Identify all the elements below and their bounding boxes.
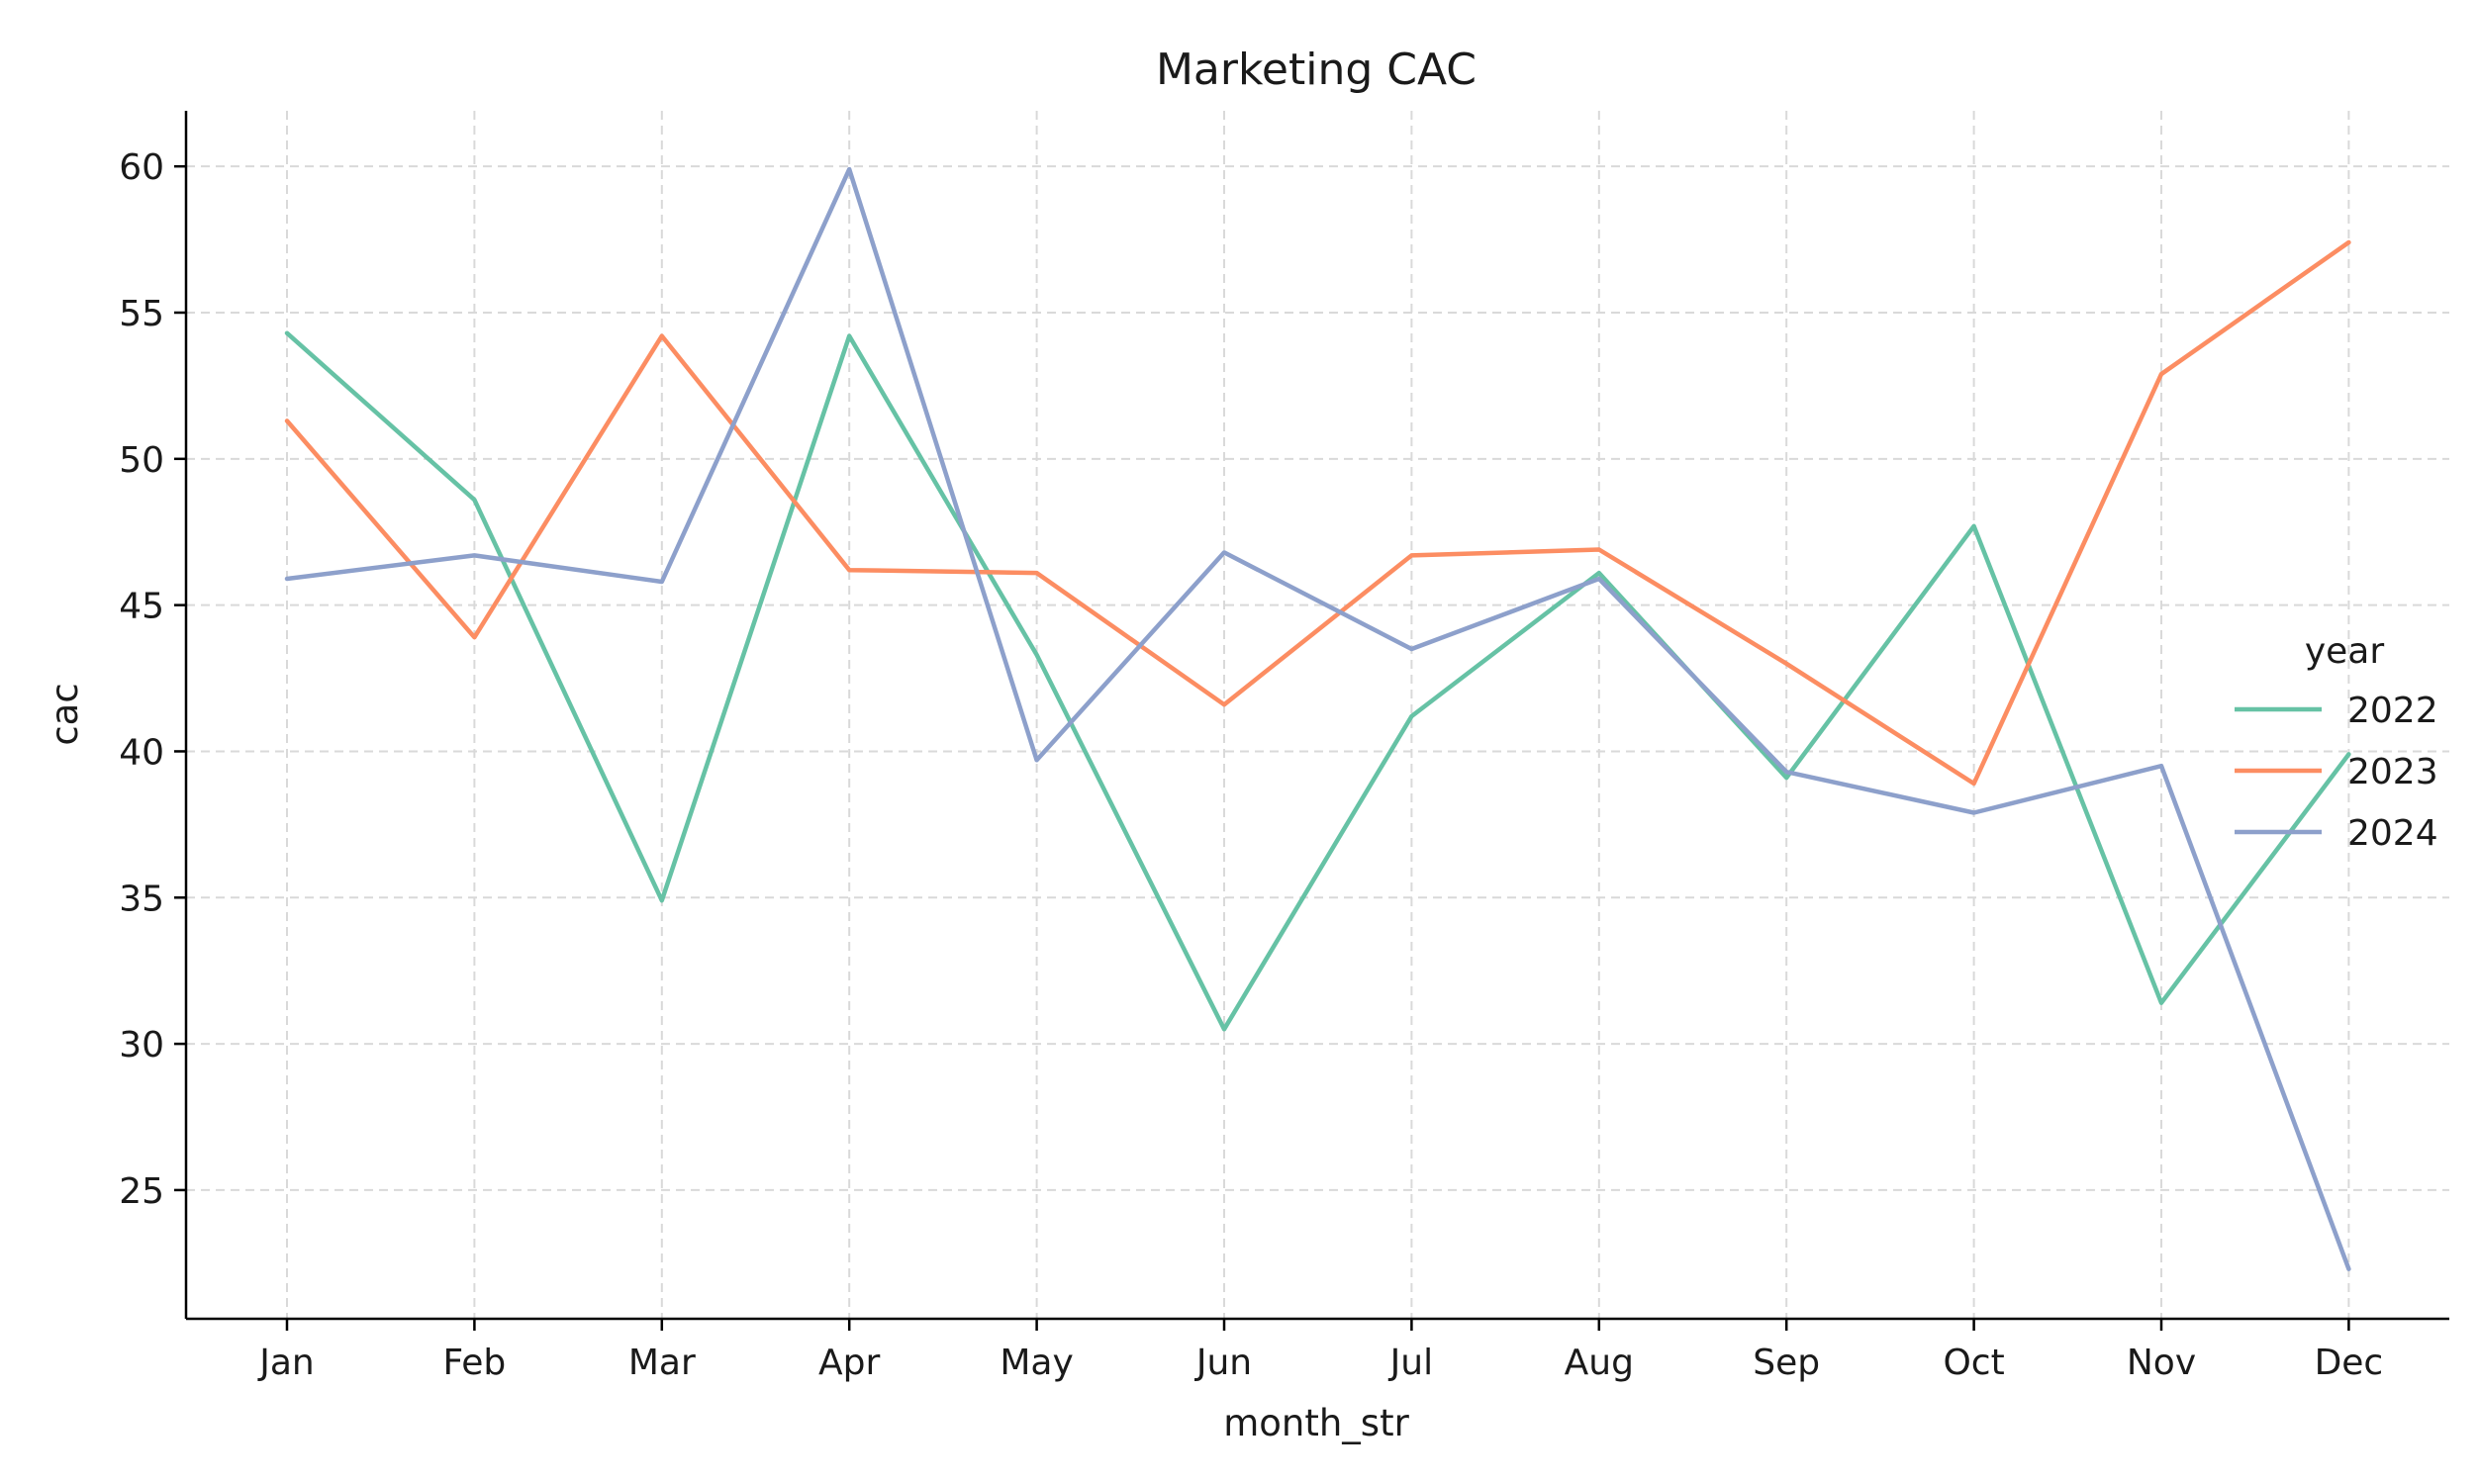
y-tick-label: 55 (119, 294, 164, 334)
legend-title: year (2305, 631, 2385, 672)
series-line-2024 (284, 166, 2351, 1271)
x-tick-label: Mar (628, 1343, 696, 1383)
series-line-2023 (284, 239, 2351, 787)
legend: year 2022 2023 2024 (2235, 631, 2438, 854)
legend-label-2024: 2024 (2347, 813, 2438, 854)
y-tick-label: 40 (119, 732, 164, 773)
x-tick-label: Sep (1753, 1343, 1820, 1383)
x-tick-label: Jan (257, 1343, 315, 1383)
series-lines (284, 166, 2351, 1271)
series-line-2022 (284, 330, 2351, 1032)
x-tick-label: May (1000, 1343, 1073, 1383)
chart-title: Marketing CAC (1156, 45, 1477, 95)
x-tick-label: Jun (1194, 1343, 1252, 1383)
x-ticks: Jan Feb Mar Apr May Jun Jul Aug Sep Oct Nov Dec (257, 1319, 2383, 1383)
x-axis-label: month_str (1223, 1402, 1409, 1444)
x-tick-label: Oct (1943, 1343, 2004, 1383)
y-tick-label: 30 (119, 1025, 164, 1066)
x-tick-label: Nov (2127, 1343, 2196, 1383)
x-tick-label: Jul (1388, 1343, 1433, 1383)
grid (186, 111, 2449, 1319)
x-tick-label: Feb (443, 1343, 507, 1383)
x-tick-label: Aug (1565, 1343, 1634, 1383)
y-tick-label: 25 (119, 1171, 164, 1212)
y-tick-label: 35 (119, 879, 164, 919)
legend-label-2022: 2022 (2347, 691, 2438, 731)
y-tick-label: 50 (119, 440, 164, 481)
x-tick-label: Dec (2315, 1343, 2384, 1383)
y-tick-label: 45 (119, 587, 164, 627)
y-tick-label: 60 (119, 147, 164, 188)
x-tick-label: Apr (818, 1343, 880, 1383)
y-ticks: 25 30 35 40 45 50 55 60 (119, 147, 186, 1212)
legend-label-2023: 2023 (2347, 752, 2438, 792)
y-axis-label: cac (44, 683, 86, 745)
